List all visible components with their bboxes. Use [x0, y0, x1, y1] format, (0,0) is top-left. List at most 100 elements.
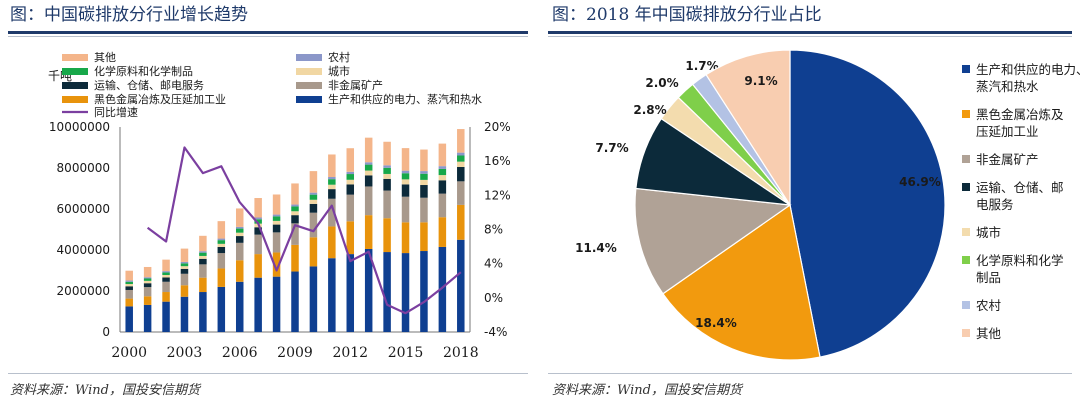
bar-segment — [457, 161, 465, 167]
bar-segment — [291, 183, 299, 205]
bar-segment — [199, 258, 207, 265]
bar-segment — [291, 206, 299, 212]
legend-label: 城市 — [976, 225, 1001, 240]
bar-segment — [235, 226, 244, 229]
x-tick-label: 2009 — [277, 345, 313, 361]
legend-label: 其他 — [976, 326, 1002, 341]
bar-segment — [162, 281, 170, 293]
bar-segment — [438, 180, 447, 194]
growth-rate-line — [146, 146, 462, 315]
bar-segment — [457, 204, 465, 240]
y2-tick-label: -4% — [484, 325, 507, 339]
y-tick-label: 6000000 — [57, 202, 110, 216]
x-tick-label: 2003 — [167, 345, 203, 361]
bar-segment — [401, 170, 410, 174]
bar-segment — [180, 266, 189, 269]
pie-slice-label: 7.7% — [595, 141, 628, 155]
legend-label: 蒸汽和热水 — [976, 79, 1039, 94]
bar-segment — [254, 277, 262, 332]
legend-swatch — [962, 301, 970, 309]
bar-segment — [346, 254, 355, 332]
legend-label: 黑色金属冶炼及压延加工业 — [94, 92, 226, 106]
bar-segment — [457, 152, 465, 156]
bar-segment — [328, 184, 336, 190]
bar-segment — [420, 173, 428, 180]
bar-segment — [217, 268, 226, 287]
bar-segment — [125, 286, 133, 290]
bar-segment — [162, 275, 170, 278]
bar-segment — [346, 174, 355, 180]
bar-segment — [457, 166, 465, 182]
bar-segment — [272, 194, 281, 215]
bar-segment — [309, 199, 318, 204]
right-source-rule — [548, 373, 1072, 374]
bar-segment — [364, 175, 373, 187]
legend-swatch — [962, 65, 970, 73]
bar-segment — [143, 283, 152, 288]
bar-segment — [291, 271, 299, 332]
bar-segment — [199, 251, 207, 253]
legend-swatch — [62, 54, 88, 61]
left-source-rule — [8, 373, 528, 374]
bar-segment — [162, 259, 170, 272]
bar-segment — [272, 214, 281, 217]
bar-segment — [420, 197, 428, 223]
bar-segment — [125, 289, 133, 299]
bar-segment — [309, 266, 318, 332]
legend-label: 电服务 — [976, 197, 1014, 212]
bar-segment — [420, 171, 428, 174]
bar-segment — [309, 237, 318, 267]
bar-segment — [143, 287, 152, 297]
y-tick-label: 0 — [102, 325, 110, 339]
bar-segment — [235, 281, 244, 332]
bar-segment — [235, 228, 244, 233]
bar-segment — [420, 149, 428, 172]
bar-segment — [180, 248, 189, 262]
bar-segment — [143, 278, 152, 281]
bar-segment — [364, 186, 373, 216]
bar-segment — [272, 276, 281, 332]
bar-segment — [254, 234, 262, 255]
bar-segment — [180, 263, 189, 267]
bar-segment — [199, 292, 207, 332]
legend-swatch — [962, 228, 970, 236]
bar-segment — [235, 232, 244, 237]
bar-segment — [272, 224, 281, 233]
bar-segment — [143, 266, 152, 278]
left-title-rule — [8, 31, 528, 34]
legend-swatch — [296, 54, 322, 61]
bar-segment — [254, 198, 262, 218]
x-tick-label: 2012 — [332, 345, 368, 361]
legend-swatch — [62, 96, 88, 103]
legend-swatch — [62, 82, 88, 89]
legend-label: 农村 — [976, 298, 1002, 313]
legend-label: 生产和供应的电力、 — [976, 62, 1080, 77]
right-chart-title: 图：2018 年中国碳排放分行业占比 — [552, 5, 822, 25]
bar-segment — [309, 212, 318, 238]
legend-label: 化学原料和化学制品 — [94, 64, 193, 78]
pie-slice — [634, 187, 792, 295]
bar-segment — [199, 277, 207, 293]
bar-segment — [217, 240, 226, 244]
legend-swatch — [296, 68, 322, 75]
bar-segment — [383, 252, 391, 332]
bar-segment — [364, 248, 373, 332]
pie-slice-label: 9.1% — [744, 74, 777, 88]
bar-segment — [235, 208, 244, 227]
bar-segment — [457, 239, 465, 332]
bar-segment — [346, 221, 355, 255]
bar-segment — [162, 292, 170, 302]
bar-segment — [383, 167, 391, 174]
bar-segment — [383, 178, 391, 191]
legend-swatch — [962, 110, 970, 118]
bar-segment — [364, 137, 373, 163]
pie-slice — [789, 49, 946, 358]
bar-segment — [143, 304, 152, 332]
legend-swatch — [962, 183, 970, 191]
bar-segment — [383, 218, 391, 253]
legend-swatch — [962, 155, 970, 163]
y2-tick-label: 8% — [484, 223, 503, 237]
legend-label: 农村 — [328, 50, 350, 64]
bar-segment — [199, 255, 207, 259]
bar-segment — [328, 189, 336, 199]
